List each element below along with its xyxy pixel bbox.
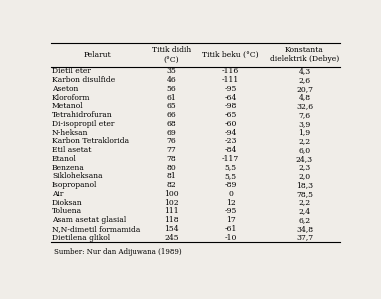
Text: 2,2: 2,2 (298, 137, 311, 145)
Text: 82: 82 (167, 181, 176, 189)
Text: Aseton: Aseton (52, 85, 78, 93)
Text: Sumber: Nur dan Adijuwana (1989): Sumber: Nur dan Adijuwana (1989) (53, 248, 181, 256)
Text: 118: 118 (164, 216, 179, 224)
Text: 77: 77 (167, 146, 176, 154)
Text: 0: 0 (228, 190, 233, 198)
Text: 76: 76 (167, 137, 176, 145)
Text: 245: 245 (164, 234, 179, 242)
Text: 20,7: 20,7 (296, 85, 313, 93)
Text: 2,4: 2,4 (298, 207, 311, 215)
Text: Toluena: Toluena (52, 207, 82, 215)
Text: Dietil eter: Dietil eter (52, 67, 91, 75)
Text: 17: 17 (226, 216, 235, 224)
Text: N,N-dimetil formamida: N,N-dimetil formamida (52, 225, 141, 233)
Text: -116: -116 (222, 67, 239, 75)
Text: Etanol: Etanol (52, 155, 77, 163)
Text: 1,9: 1,9 (298, 129, 311, 137)
Text: 154: 154 (164, 225, 179, 233)
Text: Dioksan: Dioksan (52, 199, 83, 207)
Text: Konstanta
dielektrik (Debye): Konstanta dielektrik (Debye) (270, 46, 339, 63)
Text: Pelarut: Pelarut (84, 51, 112, 59)
Text: Tetrahidrofuran: Tetrahidrofuran (52, 111, 113, 119)
Text: 12: 12 (226, 199, 235, 207)
Text: 56: 56 (167, 85, 176, 93)
Text: 2,2: 2,2 (298, 199, 311, 207)
Text: 2,3: 2,3 (298, 164, 311, 172)
Text: -61: -61 (224, 225, 237, 233)
Text: Karbon Tetraklorida: Karbon Tetraklorida (52, 137, 129, 145)
Text: Metanol: Metanol (52, 102, 84, 110)
Text: -23: -23 (224, 137, 237, 145)
Text: Etil asetat: Etil asetat (52, 146, 91, 154)
Text: Isopropanol: Isopropanol (52, 181, 98, 189)
Text: 7,6: 7,6 (298, 111, 311, 119)
Text: 66: 66 (167, 111, 176, 119)
Text: Di-isopropil eter: Di-isopropil eter (52, 120, 114, 128)
Text: 34,8: 34,8 (296, 225, 313, 233)
Text: -10: -10 (224, 234, 237, 242)
Text: Dietilena glikol: Dietilena glikol (52, 234, 110, 242)
Text: 65: 65 (167, 102, 176, 110)
Text: 5,5: 5,5 (225, 164, 237, 172)
Text: Titik beku (°C): Titik beku (°C) (202, 51, 259, 59)
Text: -95: -95 (224, 85, 237, 93)
Text: 3,9: 3,9 (298, 120, 311, 128)
Text: 2,6: 2,6 (298, 76, 311, 84)
Text: Titik didih
(°C): Titik didih (°C) (152, 46, 191, 63)
Text: 4,3: 4,3 (298, 67, 311, 75)
Text: 6,0: 6,0 (298, 146, 311, 154)
Text: N-heksan: N-heksan (52, 129, 88, 137)
Text: Air: Air (52, 190, 63, 198)
Text: Karbon disulfide: Karbon disulfide (52, 76, 115, 84)
Text: 46: 46 (167, 76, 176, 84)
Text: Kloroform: Kloroform (52, 94, 91, 102)
Text: 78: 78 (167, 155, 176, 163)
Text: -117: -117 (222, 155, 239, 163)
Text: -94: -94 (224, 129, 237, 137)
Text: -95: -95 (224, 207, 237, 215)
Text: 6,2: 6,2 (298, 216, 311, 224)
Text: 81: 81 (167, 172, 176, 180)
Text: 100: 100 (164, 190, 179, 198)
Text: 32,6: 32,6 (296, 102, 313, 110)
Text: Benzena: Benzena (52, 164, 85, 172)
Text: 18,3: 18,3 (296, 181, 313, 189)
Text: -111: -111 (222, 76, 239, 84)
Text: 78,5: 78,5 (296, 190, 313, 198)
Text: Asam asetat glasial: Asam asetat glasial (52, 216, 126, 224)
Text: 111: 111 (164, 207, 179, 215)
Text: 37,7: 37,7 (296, 234, 313, 242)
Text: 80: 80 (167, 164, 176, 172)
Text: 35: 35 (167, 67, 176, 75)
Text: 61: 61 (167, 94, 176, 102)
Text: -89: -89 (224, 181, 237, 189)
Text: 4,8: 4,8 (298, 94, 311, 102)
Text: 5,5: 5,5 (225, 172, 237, 180)
Text: -65: -65 (224, 111, 237, 119)
Text: 102: 102 (164, 199, 179, 207)
Text: 24,3: 24,3 (296, 155, 313, 163)
Text: -64: -64 (224, 94, 237, 102)
Text: Sikloheksana: Sikloheksana (52, 172, 102, 180)
Text: -98: -98 (224, 102, 237, 110)
Text: -84: -84 (224, 146, 237, 154)
Text: -60: -60 (224, 120, 237, 128)
Text: 68: 68 (167, 120, 176, 128)
Text: 2,0: 2,0 (298, 172, 311, 180)
Text: 69: 69 (167, 129, 176, 137)
